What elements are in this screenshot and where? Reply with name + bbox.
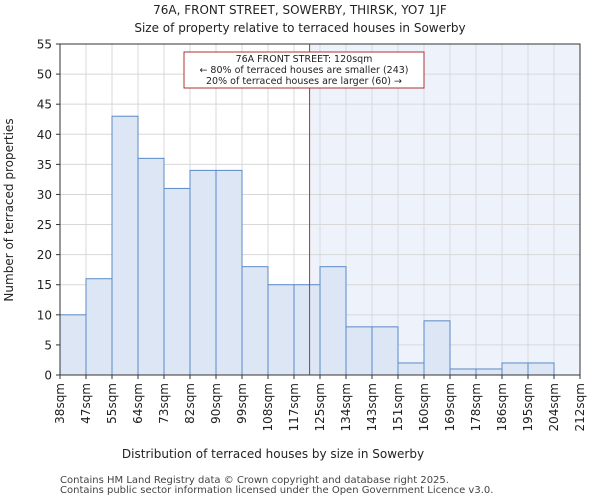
chart-title: 76A, FRONT STREET, SOWERBY, THIRSK, YO7 …	[153, 3, 447, 17]
y-tick-label: 35	[37, 158, 52, 172]
x-tick-label: 125sqm	[313, 383, 327, 431]
y-axis-label: Number of terraced properties	[2, 118, 16, 301]
y-tick-label: 50	[37, 68, 52, 82]
bar	[215, 169, 243, 376]
x-tick-label: 195sqm	[521, 383, 535, 431]
chart-subtitle: Size of property relative to terraced ho…	[134, 21, 466, 35]
y-tick-label: 40	[37, 128, 52, 142]
bar	[293, 284, 321, 376]
bar	[345, 326, 373, 376]
bar	[85, 278, 113, 376]
x-axis-label: Distribution of terraced houses by size …	[122, 447, 424, 461]
x-tick-label: 90sqm	[209, 383, 223, 424]
x-tick-label: 82sqm	[183, 383, 197, 424]
bar	[371, 326, 399, 376]
annotation-frame	[183, 51, 425, 89]
x-tick-label: 99sqm	[235, 383, 249, 424]
x-tick-label: 204sqm	[547, 383, 561, 431]
bar	[397, 362, 425, 376]
bar	[111, 115, 139, 376]
footer-line-2: Contains public sector information licen…	[60, 485, 494, 496]
bar	[267, 284, 295, 376]
x-tick-label: 55sqm	[105, 383, 119, 424]
x-tick-label: 160sqm	[417, 383, 431, 431]
annotation-line-3: 20% of terraced houses are larger (60) →	[206, 76, 402, 87]
y-tick-label: 0	[44, 369, 52, 383]
y-tick-label: 25	[37, 218, 52, 232]
annotation-line-2: ← 80% of terraced houses are smaller (24…	[199, 65, 408, 76]
bar	[319, 266, 347, 376]
x-tick-label: 134sqm	[339, 383, 353, 431]
bar	[189, 169, 217, 376]
x-tick-label: 73sqm	[157, 383, 171, 424]
bar	[449, 368, 477, 376]
x-tick-label: 47sqm	[79, 383, 93, 424]
highlight-region	[309, 44, 580, 375]
x-tick-label: 143sqm	[365, 383, 379, 431]
x-tick-label: 212sqm	[573, 383, 587, 431]
bar	[527, 362, 555, 376]
bar	[59, 314, 87, 376]
x-tick-label: 108sqm	[261, 383, 275, 431]
y-tick-label: 15	[37, 278, 52, 292]
y-tick-label: 5	[44, 338, 52, 352]
bar	[137, 157, 165, 376]
x-tick-label: 64sqm	[131, 383, 145, 424]
y-tick-label: 45	[37, 98, 52, 112]
y-tick-label: 30	[37, 188, 52, 202]
bar	[423, 320, 451, 376]
bar	[475, 368, 503, 376]
x-tick-label: 117sqm	[287, 383, 301, 431]
bar	[163, 187, 191, 376]
y-tick-label: 20	[37, 248, 52, 262]
bar	[241, 266, 269, 376]
x-tick-label: 169sqm	[443, 383, 457, 431]
annotation-line-1: 76A FRONT STREET: 120sqm	[236, 54, 373, 65]
x-tick-label: 186sqm	[495, 383, 509, 431]
y-tick-label: 10	[37, 308, 52, 322]
x-tick-label: 178sqm	[469, 383, 483, 431]
annotation-box: 76A FRONT STREET: 120sqm ← 80% of terrac…	[183, 51, 425, 89]
x-tick-label: 38sqm	[53, 383, 67, 424]
footer-line-1: Contains HM Land Registry data © Crown c…	[60, 475, 449, 486]
x-tick-label: 151sqm	[391, 383, 405, 431]
bar	[501, 362, 529, 376]
y-tick-label: 55	[37, 38, 52, 52]
